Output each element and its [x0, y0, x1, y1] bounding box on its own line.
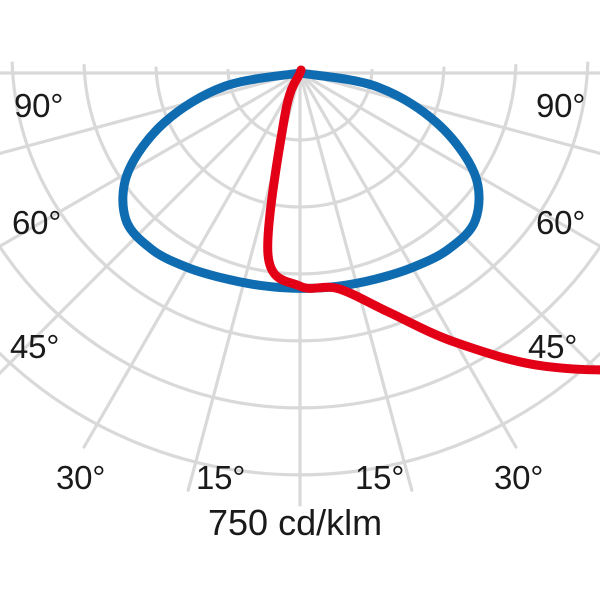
angle-label-right-45deg: 45° — [528, 328, 578, 365]
angle-label-right-30deg: 30° — [494, 459, 544, 496]
angle-label-right-60deg: 60° — [536, 204, 586, 241]
grid-ring-3 — [82, 63, 518, 276]
grid-radial--60 — [0, 71, 302, 249]
angle-label-right-90deg: 90° — [536, 87, 586, 124]
grid-radial-30 — [298, 71, 518, 449]
angle-label-left-60deg: 60° — [12, 204, 62, 241]
angle-label-left-30deg: 30° — [56, 459, 106, 496]
grid-radial--45 — [0, 71, 302, 376]
curve-red-c90-c270 — [263, 65, 600, 375]
angle-label-left-90deg: 90° — [14, 87, 64, 124]
distribution-curves — [118, 65, 600, 375]
grid-ring-1 — [226, 68, 374, 142]
grid-ring-2 — [154, 66, 446, 209]
scale-label: 750 cd/klm — [208, 502, 383, 543]
grid-ring-4 — [10, 61, 590, 343]
grid-radial-60 — [298, 71, 600, 249]
grid-radial-45 — [298, 71, 600, 376]
grid-radial--30 — [82, 71, 302, 449]
grid-ring-6 — [0, 351, 600, 477]
angle-label-left-15deg: 15° — [196, 459, 246, 496]
angle-label-left-45deg: 45° — [10, 328, 60, 365]
grid-ring-5 — [0, 243, 600, 410]
angle-label-right-15deg: 15° — [355, 459, 405, 496]
